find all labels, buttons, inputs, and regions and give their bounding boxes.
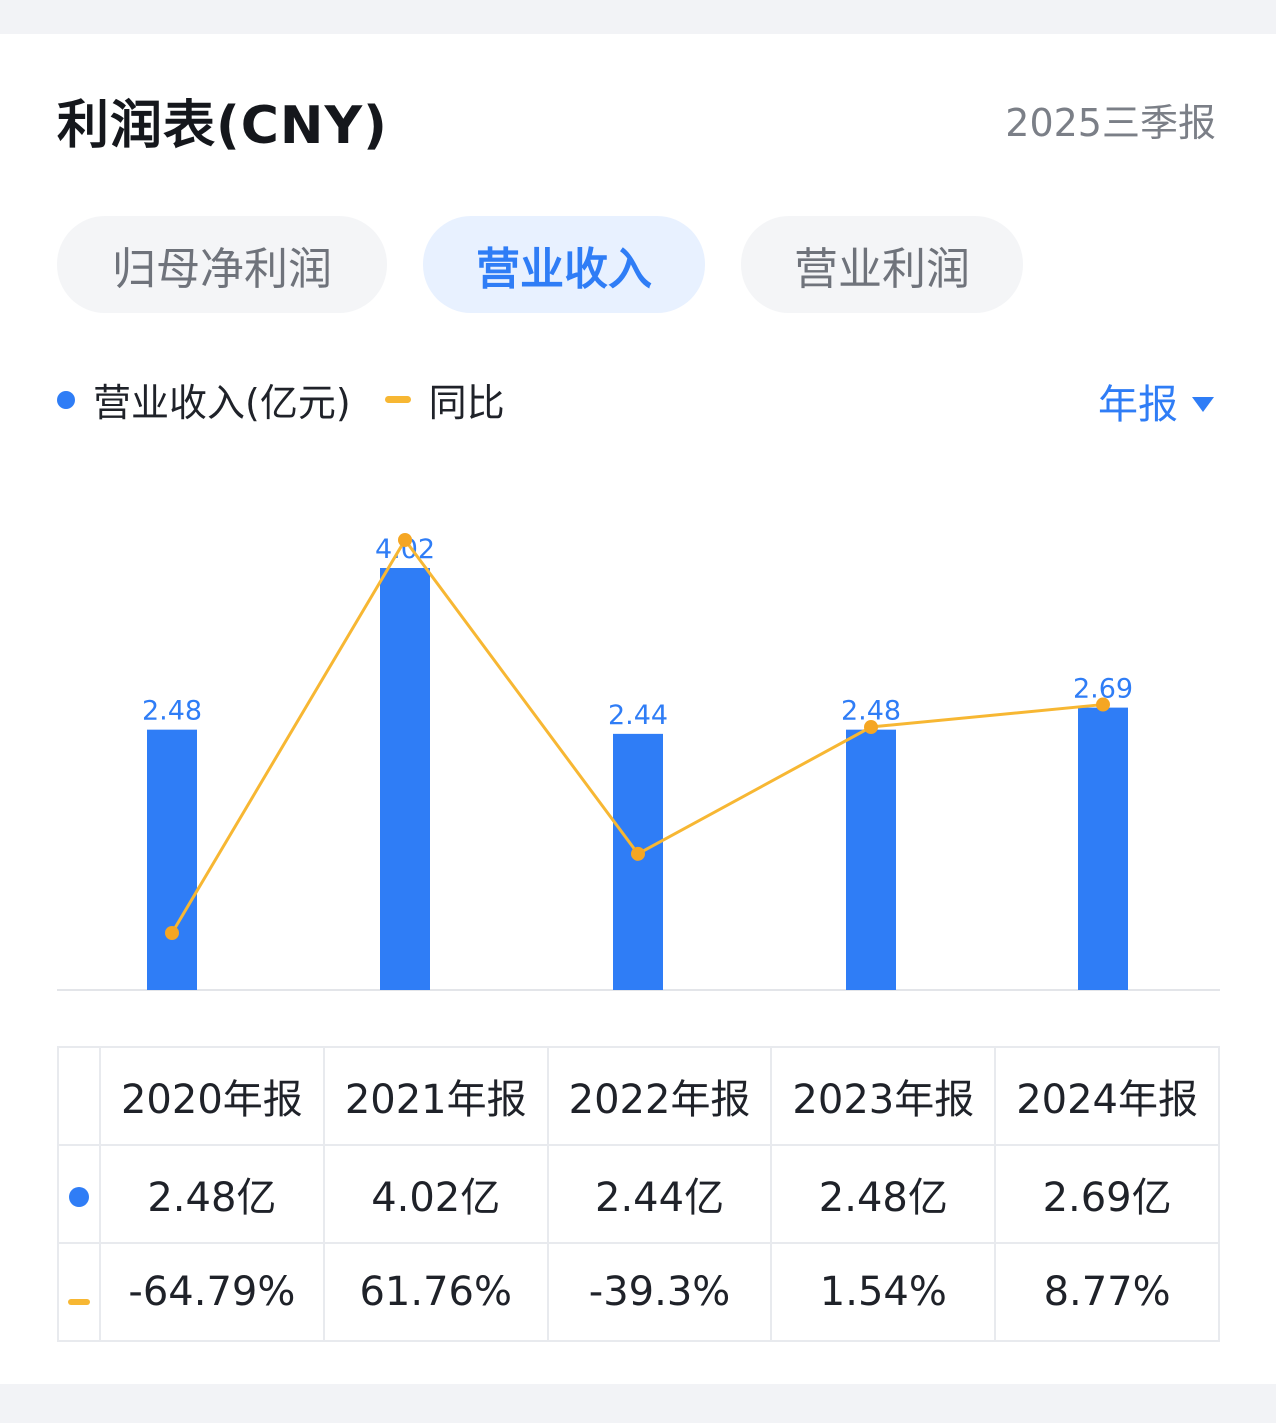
table-header-cell: 2020年报 <box>98 1046 325 1146</box>
revenue-dot-icon <box>68 1187 89 1207</box>
bar <box>147 729 197 990</box>
table-header-row: 2020年报 2021年报 2022年报 2023年报 2024年报 <box>57 1046 1220 1146</box>
bar-value-label: 2.44 <box>608 700 668 731</box>
legend-line-marker <box>384 396 411 403</box>
yoy-point <box>631 846 645 861</box>
revenue-cell: 2.44亿 <box>546 1144 773 1244</box>
bar <box>613 733 663 990</box>
data-table: 2020年报 2021年报 2022年报 2023年报 2024年报 2.48亿… <box>57 1046 1220 1342</box>
bar-value-label: 2.48 <box>142 696 202 727</box>
yoy-cell: -39.3% <box>546 1242 773 1342</box>
table-row-revenue: 2.48亿 4.02亿 2.44亿 2.48亿 2.69亿 <box>57 1144 1220 1244</box>
yoy-cell: 61.76% <box>322 1242 549 1342</box>
yoy-cell: 8.77% <box>994 1242 1220 1342</box>
yoy-point <box>864 720 878 735</box>
legend-line-label: 同比 <box>428 381 505 425</box>
bar <box>380 568 430 990</box>
caret-down-icon <box>1192 396 1214 412</box>
tab-operating-profit[interactable]: 营业利润 <box>741 216 1023 313</box>
revenue-chart: 2.484.022.44 2.482.69 <box>57 533 1220 991</box>
table-header-cell: 2022年报 <box>546 1046 773 1146</box>
period-select-label: 年报 <box>1098 382 1178 428</box>
table-corner <box>57 1046 101 1146</box>
revenue-row-marker <box>57 1144 101 1244</box>
bar <box>1078 707 1128 990</box>
yoy-cell: 1.54% <box>770 1242 997 1342</box>
chart-legend: 营业收入(亿元) 同比 <box>57 372 505 427</box>
bottom-strip <box>0 1384 1276 1423</box>
bar <box>846 729 896 990</box>
table-header-cell: 2021年报 <box>322 1046 549 1146</box>
yoy-dash-icon <box>67 1299 90 1305</box>
yoy-row-marker <box>57 1242 101 1342</box>
tab-revenue[interactable]: 营业收入 <box>423 216 705 313</box>
revenue-cell: 2.48亿 <box>770 1144 997 1244</box>
legend-bar-marker <box>57 390 75 409</box>
yoy-point <box>1096 697 1110 712</box>
metric-tabs: 归母净利润 营业收入 营业利润 <box>57 216 1023 313</box>
yoy-point <box>398 533 412 547</box>
table-row-yoy: -64.79% 61.76% -39.3% 1.54% 8.77% <box>57 1242 1220 1342</box>
table-header-cell: 2023年报 <box>770 1046 997 1146</box>
period-select[interactable]: 年报 <box>1098 372 1214 430</box>
yoy-point <box>165 926 179 940</box>
page-title: 利润表(CNY) <box>57 96 388 156</box>
legend-bar-label: 营业收入(亿元) <box>93 381 351 425</box>
yoy-cell: -64.79% <box>98 1242 325 1342</box>
revenue-cell: 2.48亿 <box>98 1144 325 1244</box>
top-strip <box>0 0 1276 34</box>
revenue-cell: 4.02亿 <box>322 1144 549 1244</box>
tab-net-profit[interactable]: 归母净利润 <box>57 216 387 313</box>
table-header-cell: 2024年报 <box>994 1046 1220 1146</box>
report-period: 2025三季报 <box>1005 101 1216 145</box>
revenue-cell: 2.69亿 <box>994 1144 1220 1244</box>
